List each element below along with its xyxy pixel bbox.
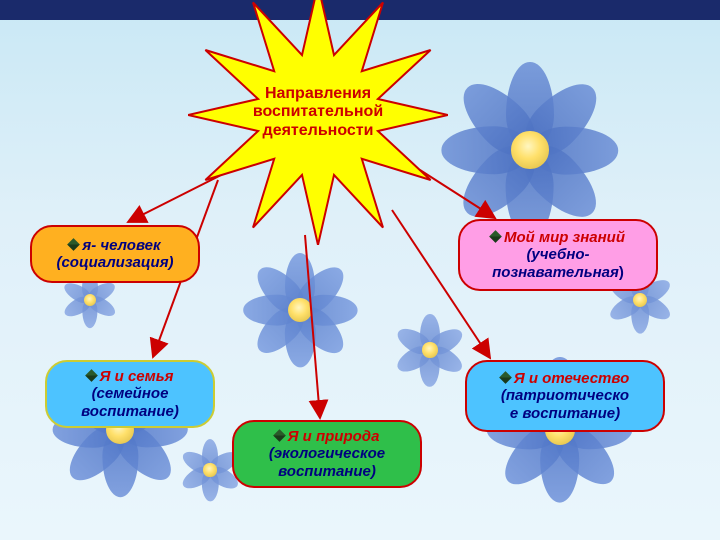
starburst-title-line: деятельности <box>248 122 388 140</box>
node-subtitle: воспитание) <box>269 463 385 480</box>
node-n3: Я и семья(семейноевоспитание) <box>45 360 215 428</box>
node-title: Мой мир знаний <box>491 229 625 246</box>
node-subtitle: (учебно- <box>491 246 625 263</box>
node-subtitle: (патриотическо <box>501 387 630 404</box>
bullet-icon <box>68 238 81 251</box>
starburst-title-line: Направления <box>248 85 388 103</box>
node-subtitle: (экологическое <box>269 445 385 462</box>
starburst: Направлениявоспитательнойдеятельности <box>188 0 448 245</box>
node-subtitle: е воспитание) <box>501 405 630 422</box>
node-n1: я- человек(социализация) <box>30 225 200 283</box>
node-title: Я и отечество <box>501 370 630 387</box>
node-subtitle: (семейное <box>81 385 179 402</box>
node-n2: Мой мир знаний(учебно-познавательная) <box>458 219 658 291</box>
bullet-icon <box>85 369 98 382</box>
node-n4: Я и природа(экологическоевоспитание) <box>232 420 422 488</box>
node-title: я- человек <box>56 237 173 254</box>
bullet-icon <box>489 230 502 243</box>
starburst-title-line: воспитательной <box>248 103 388 121</box>
flower <box>445 65 615 235</box>
bullet-icon <box>499 371 512 384</box>
flower <box>245 255 355 365</box>
node-subtitle: воспитание) <box>81 403 179 420</box>
node-subtitle: познавательная) <box>491 264 625 281</box>
starburst-title: Направлениявоспитательнойдеятельности <box>248 85 388 140</box>
node-title: Я и семья <box>81 368 179 385</box>
bullet-icon <box>273 429 286 442</box>
flower <box>395 315 465 385</box>
node-n5: Я и отечество(патриотическое воспитание) <box>465 360 665 432</box>
node-subtitle: (социализация) <box>56 254 173 271</box>
node-title: Я и природа <box>269 428 385 445</box>
flower <box>180 440 240 500</box>
